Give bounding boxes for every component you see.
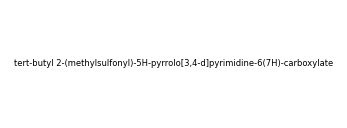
Text: tert-butyl 2-(methylsulfonyl)-5H-pyrrolo[3,4-d]pyrimidine-6(7H)-carboxylate: tert-butyl 2-(methylsulfonyl)-5H-pyrrolo…: [14, 60, 333, 68]
